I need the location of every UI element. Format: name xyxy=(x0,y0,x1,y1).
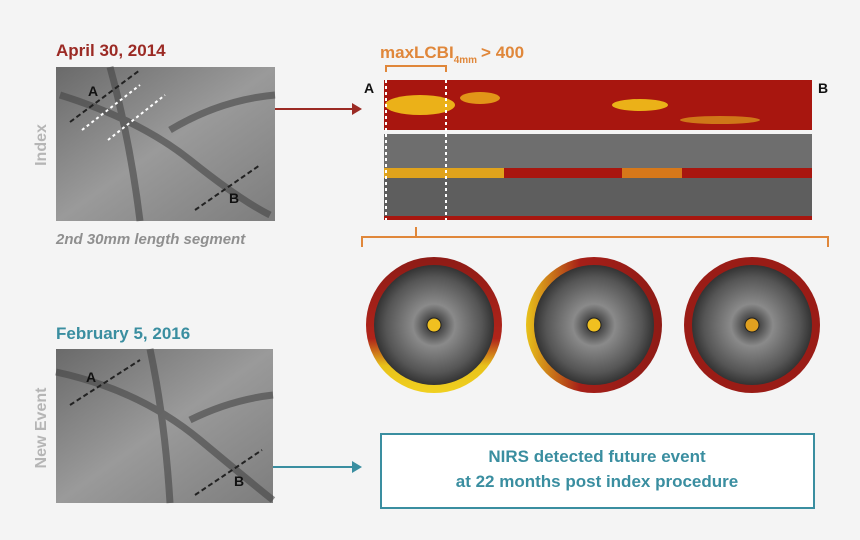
index-side-label: Index xyxy=(33,124,50,166)
marker-b: B xyxy=(234,473,244,489)
title-subscript: 4mm xyxy=(454,55,477,66)
long-view-1 xyxy=(384,134,812,168)
marker-b: B xyxy=(229,190,239,206)
chemogram-title: maxLCBI4mm > 400 xyxy=(380,43,524,66)
long-view-2 xyxy=(384,178,812,218)
marker-a: A xyxy=(86,369,96,385)
callout-line: NIRS detected future event xyxy=(488,447,706,466)
index-date: April 30, 2014 xyxy=(56,41,166,60)
cross-sections xyxy=(366,257,820,393)
title-main: maxLCBI xyxy=(380,43,454,62)
callout-line: at 22 months post index procedure xyxy=(456,472,738,491)
end-label: B xyxy=(818,80,828,96)
event-date: February 5, 2016 xyxy=(56,324,190,343)
caption: 2nd 30mm length segment xyxy=(55,231,246,248)
start-label: A xyxy=(364,80,374,96)
title-threshold: > 400 xyxy=(481,43,524,62)
callout-box xyxy=(380,433,815,509)
marker-a: A xyxy=(88,83,98,99)
event-side-label: New Event xyxy=(33,387,50,469)
